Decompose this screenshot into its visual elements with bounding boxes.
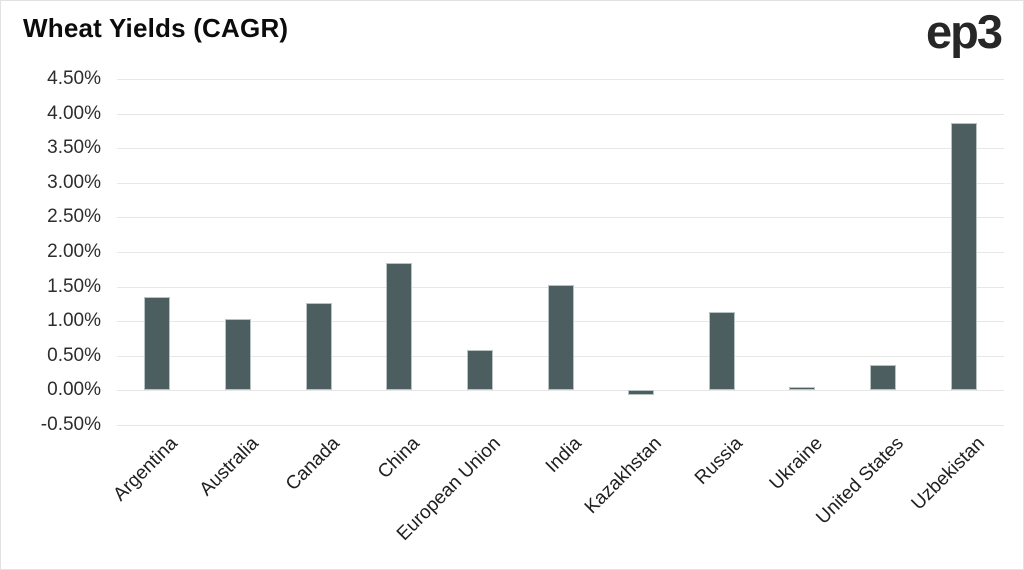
y-axis-tick-label: 0.00%: [47, 379, 101, 401]
bar-european-union[interactable]: [466, 349, 493, 391]
bar-argentina[interactable]: [144, 297, 171, 391]
bar-india[interactable]: [547, 285, 574, 391]
bar-china[interactable]: [386, 263, 413, 391]
gridline: [117, 390, 1004, 392]
gridline: [117, 79, 1004, 80]
gridline: [117, 217, 1004, 219]
bar-uzbekistan[interactable]: [950, 123, 977, 391]
bar-australia[interactable]: [225, 319, 251, 391]
bar-canada[interactable]: [305, 303, 332, 391]
y-axis-tick-label: 3.50%: [47, 137, 101, 159]
bar-ukraine[interactable]: [789, 386, 816, 391]
gridline: [117, 252, 1004, 253]
y-axis-tick-label: 4.00%: [47, 102, 101, 124]
y-axis-tick-label: -0.50%: [40, 414, 101, 435]
y-axis-tick-label: 3.00%: [47, 171, 101, 193]
gridline: [117, 148, 1004, 150]
bar-united-states[interactable]: [870, 364, 896, 391]
ep3-logo: ep3: [926, 5, 1003, 58]
gridline: [117, 425, 1004, 426]
gridline: [117, 113, 1004, 115]
bar-russia[interactable]: [708, 312, 735, 391]
y-axis-tick-label: 2.00%: [47, 241, 101, 262]
y-axis-tick-label: 4.50%: [47, 68, 101, 89]
gridline: [117, 182, 1004, 184]
chart-title: Wheat Yields (CAGR): [23, 13, 289, 43]
x-axis-label: Uzbekistan: [907, 433, 989, 515]
y-axis-tick-label: 0.50%: [47, 344, 101, 366]
y-axis-tick-label: 2.50%: [47, 206, 101, 228]
y-axis-tick-label: 1.00%: [47, 310, 101, 332]
bar-kazakhstan[interactable]: [628, 390, 655, 396]
y-axis-tick-label: 1.50%: [47, 275, 101, 297]
